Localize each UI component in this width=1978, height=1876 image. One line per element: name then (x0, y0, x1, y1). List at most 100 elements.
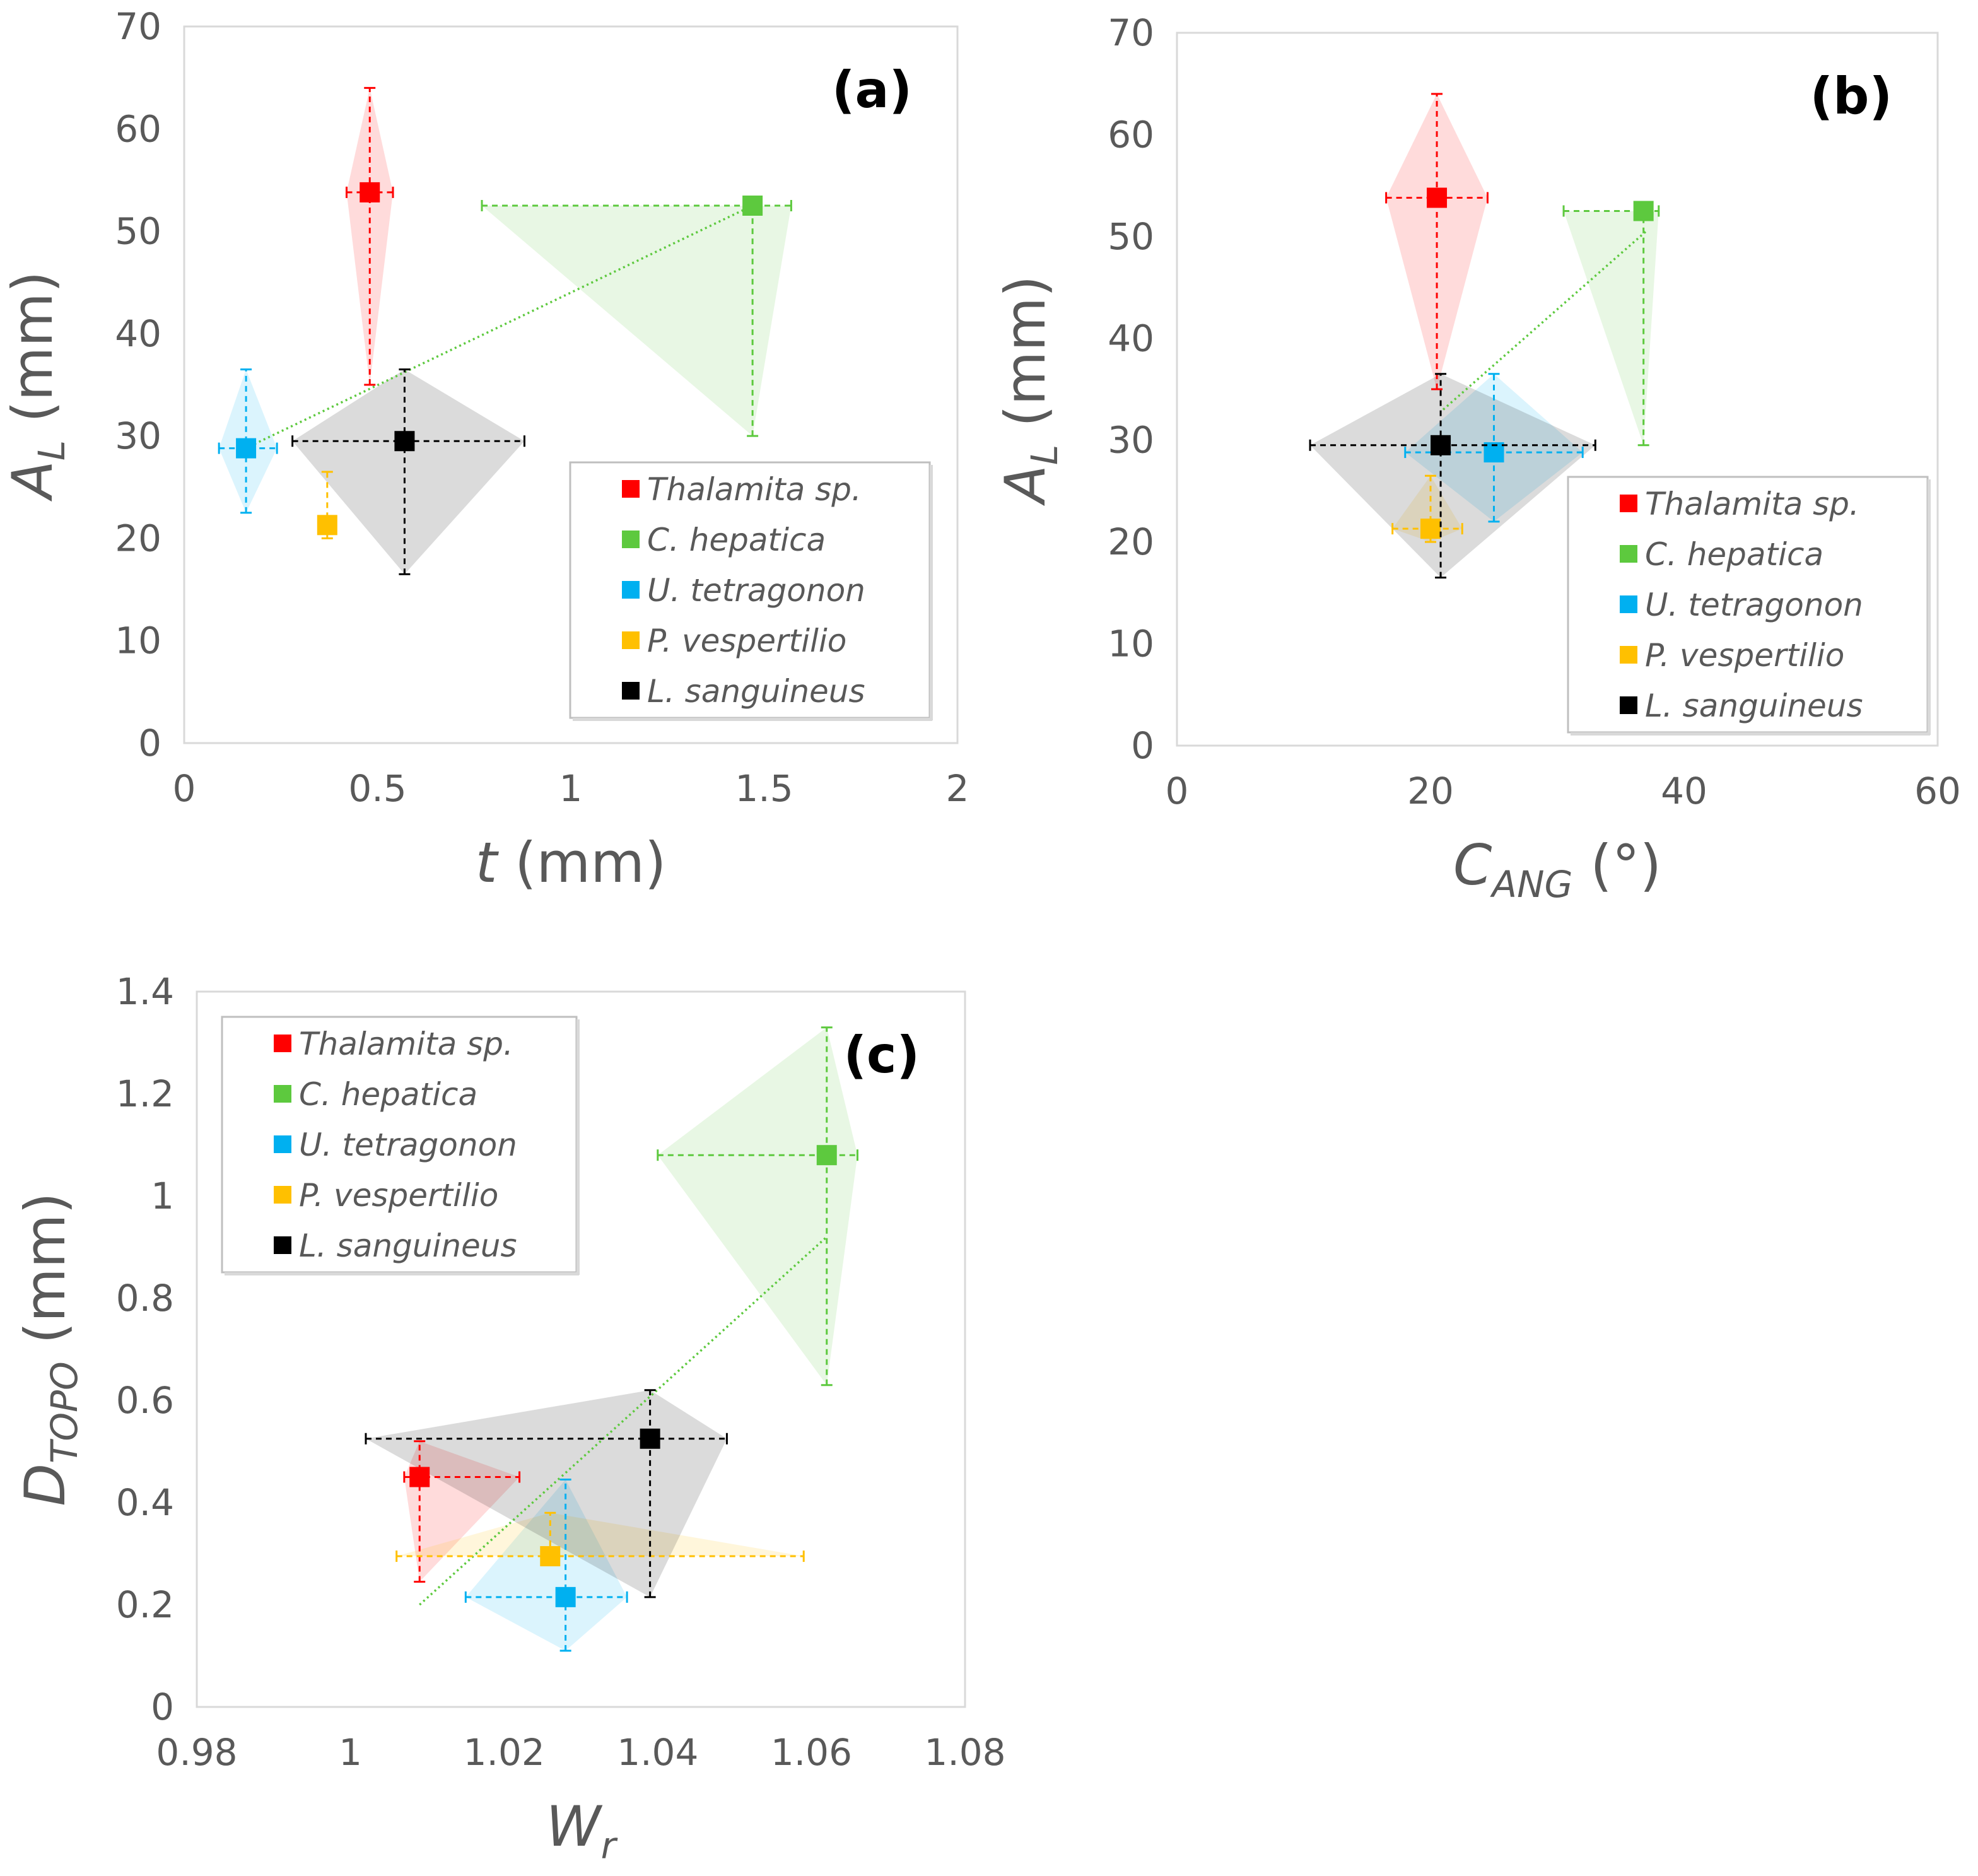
y-tick-label: 50 (115, 210, 161, 253)
y-tick-label: 70 (115, 5, 161, 48)
x-tick-label: 0 (1166, 770, 1189, 812)
legend-label: Thalamita sp. (647, 471, 862, 508)
shaded-region (1564, 211, 1659, 445)
legend-label: C. hepatica (1645, 536, 1823, 573)
data-point (1633, 201, 1654, 221)
y-tick-label: 0.4 (116, 1481, 174, 1524)
legend-swatch (622, 480, 640, 498)
y-tick-label: 10 (1108, 623, 1154, 665)
legend-swatch (1620, 545, 1637, 563)
legend-swatch (274, 1186, 291, 1204)
y-axis-label: AL (mm) (993, 276, 1066, 507)
shaded-region (657, 1027, 858, 1385)
x-tick-label: 1.04 (617, 1731, 698, 1774)
y-tick-label: 1 (151, 1175, 174, 1217)
x-tick-label: 1 (559, 767, 583, 810)
x-axis-label: Wr (546, 1794, 618, 1867)
y-axis-label: AL (mm) (0, 271, 73, 502)
x-tick-label: 1 (339, 1731, 362, 1774)
data-point (409, 1467, 430, 1487)
y-tick-label: 20 (115, 517, 161, 560)
error-bars (1309, 373, 1596, 579)
data-point (555, 1586, 576, 1607)
legend-swatch (1620, 646, 1637, 664)
legend-label: C. hepatica (299, 1076, 477, 1113)
legend: Thalamita sp. C. hepatica U. tetragonon P. … (569, 461, 933, 721)
legend: Thalamita sp. C. hepatica U. tetragonon P. … (221, 1016, 580, 1275)
data-point (742, 196, 763, 216)
x-tick-label: 1.08 (924, 1731, 1005, 1774)
y-tick-label: 10 (115, 619, 161, 662)
legend-label: U. tetragonon (647, 572, 865, 609)
shaded-region (346, 88, 394, 385)
plot-area-frame (1176, 32, 1939, 747)
y-tick-label: 40 (115, 312, 161, 355)
legend-label: L. sanguineus (1645, 688, 1863, 724)
trendline (419, 1236, 828, 1606)
legend-label: P. vespertilio (1645, 637, 1844, 674)
x-tick-label: 2 (946, 767, 969, 810)
data-point (1431, 435, 1451, 455)
x-axis-label: CANG (°) (1453, 833, 1661, 906)
y-tick-label: 30 (115, 414, 161, 457)
legend-swatch (274, 1085, 291, 1103)
y-tick-label: 1.4 (116, 970, 174, 1013)
error-bars (403, 1440, 521, 1583)
y-tick-label: 0.6 (116, 1379, 174, 1422)
y-tick-label: 20 (1108, 520, 1154, 563)
y-tick-label: 50 (1108, 215, 1154, 258)
shaded-region (1392, 476, 1463, 542)
panel-label: (a) (832, 61, 912, 119)
legend-swatch (622, 631, 640, 649)
data-point (1420, 519, 1441, 539)
legend-swatch (274, 1035, 291, 1052)
data-point (540, 1546, 561, 1567)
x-tick-label: 1.5 (735, 767, 793, 810)
legend-label: L. sanguineus (299, 1228, 517, 1264)
x-tick-label: 0.98 (156, 1731, 237, 1774)
x-tick-label: 20 (1407, 770, 1454, 812)
legend-swatch (1620, 696, 1637, 714)
x-tick-label: 40 (1661, 770, 1707, 812)
y-tick-label: 60 (1108, 113, 1154, 156)
data-point (394, 431, 415, 452)
y-tick-label: 40 (1108, 317, 1154, 360)
legend: Thalamita sp. C. hepatica U. tetragonon P. … (1567, 476, 1931, 736)
shaded-region (396, 1513, 804, 1557)
legend-label: Thalamita sp. (299, 1026, 513, 1062)
data-point (640, 1428, 660, 1449)
shaded-region (404, 1441, 520, 1582)
legend-swatch (622, 531, 640, 548)
x-axis-label: t (mm) (476, 830, 667, 895)
error-bars (481, 200, 792, 437)
panel-label: (b) (1810, 67, 1892, 126)
trendline (249, 204, 753, 447)
y-tick-label: 0 (1131, 724, 1154, 767)
y-axis-label: DTOPO (mm) (13, 1192, 86, 1506)
y-tick-label: 0.2 (116, 1583, 174, 1626)
legend-swatch (274, 1236, 291, 1254)
data-point (360, 182, 380, 202)
legend-swatch (622, 682, 640, 700)
chart-panel-2: 0.98 1 1.02 1.04 1.06 1.08 0 0.2 0.4 0.6 0.8 1 1.2 1.… (13, 970, 1006, 1867)
legend-swatch (1620, 495, 1637, 512)
y-tick-label: 1.2 (116, 1072, 174, 1115)
legend-label: U. tetragonon (299, 1127, 517, 1163)
data-point (816, 1145, 837, 1166)
legend-label: L. sanguineus (647, 673, 865, 710)
shaded-region (365, 1390, 727, 1597)
x-tick-label: 1.02 (464, 1731, 545, 1774)
legend-label: P. vespertilio (647, 623, 846, 659)
legend-label: Thalamita sp. (1645, 486, 1859, 522)
x-tick-label: 0 (173, 767, 196, 810)
shaded-region (1386, 93, 1488, 389)
shaded-region (482, 206, 792, 437)
panel-label: (c) (843, 1026, 920, 1084)
legend-label: P. vespertilio (299, 1177, 498, 1214)
legend-swatch (274, 1135, 291, 1153)
x-tick-label: 0.5 (348, 767, 406, 810)
y-tick-label: 0.8 (116, 1277, 174, 1320)
legend-label: C. hepatica (647, 522, 826, 558)
